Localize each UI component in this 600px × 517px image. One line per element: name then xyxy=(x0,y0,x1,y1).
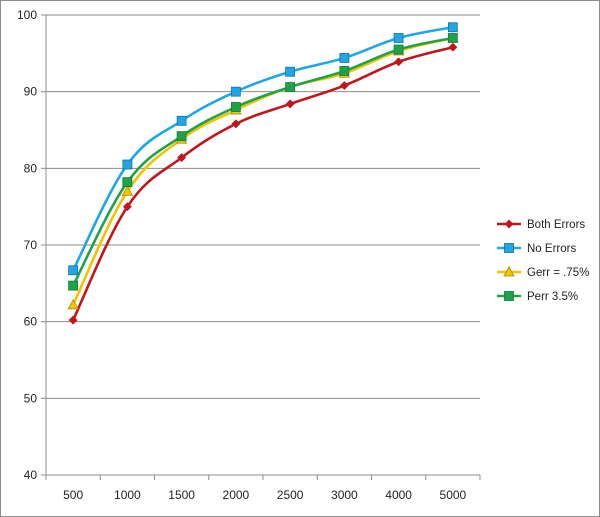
x-tick-label: 2500 xyxy=(277,488,304,502)
x-tick-label: 1000 xyxy=(114,488,141,502)
data-point xyxy=(393,33,404,43)
series-layer xyxy=(67,22,459,325)
data-point xyxy=(122,202,132,212)
data-point xyxy=(176,115,187,126)
legend-label: No Errors xyxy=(527,243,576,255)
legend: Both Errors No Errors Gerr = .75% Perr 3.5% xyxy=(497,219,589,303)
series-perr-3-5- xyxy=(68,33,458,291)
y-tick-label: 80 xyxy=(24,161,38,175)
data-point xyxy=(230,86,241,97)
data-point xyxy=(339,53,350,63)
data-point xyxy=(231,119,241,129)
data-point xyxy=(285,99,295,109)
data-point xyxy=(447,33,458,43)
axes xyxy=(41,14,481,480)
y-tick-label: 70 xyxy=(24,238,38,252)
legend-entry: Both Errors xyxy=(497,219,585,231)
x-tick-label: 5000 xyxy=(440,488,467,502)
data-point xyxy=(393,44,404,55)
data-point xyxy=(121,185,134,196)
x-tick-label: 3000 xyxy=(331,488,358,502)
legend-entry: No Errors xyxy=(497,243,576,255)
legend-label: Gerr = .75% xyxy=(527,267,589,279)
data-point xyxy=(68,265,79,276)
y-tick-label: 60 xyxy=(24,315,38,329)
data-point xyxy=(447,22,458,33)
data-point xyxy=(339,66,350,76)
x-tick-label: 2000 xyxy=(223,488,250,502)
x-tick-label: 1500 xyxy=(168,488,195,502)
y-tick-label: 50 xyxy=(24,391,38,405)
y-tick-label: 90 xyxy=(24,85,38,99)
legend-label: Both Errors xyxy=(527,219,585,231)
legend-entry: Perr 3.5% xyxy=(497,291,578,303)
data-point xyxy=(68,280,79,291)
legend-marker xyxy=(504,243,514,253)
series-both-errors xyxy=(68,42,458,325)
x-tick-label: 4000 xyxy=(385,488,412,502)
x-tick-labels: 500 1000 1500 2000 2500 3000 4000 5000 xyxy=(63,488,466,502)
data-point xyxy=(177,153,187,163)
data-point xyxy=(230,102,241,112)
legend-marker xyxy=(504,219,514,229)
legend-marker xyxy=(503,266,515,277)
legend-marker xyxy=(504,291,514,301)
data-point xyxy=(448,42,458,52)
data-point xyxy=(285,66,296,77)
x-tick-label: 500 xyxy=(63,488,83,502)
series-no-errors xyxy=(68,22,458,276)
y-tick-labels: 40 50 60 70 80 90 100 xyxy=(17,8,37,482)
legend-label: Perr 3.5% xyxy=(527,291,578,303)
y-tick-label: 40 xyxy=(24,468,38,482)
data-point xyxy=(122,159,133,170)
data-point xyxy=(67,298,79,310)
data-point xyxy=(285,82,296,92)
y-tick-label: 100 xyxy=(17,8,37,22)
data-point xyxy=(394,57,404,67)
legend-entry: Gerr = .75% xyxy=(497,266,589,279)
data-point xyxy=(176,131,187,142)
data-point xyxy=(122,177,133,188)
gridlines xyxy=(46,14,480,476)
data-point xyxy=(68,315,78,325)
data-point xyxy=(339,80,349,91)
